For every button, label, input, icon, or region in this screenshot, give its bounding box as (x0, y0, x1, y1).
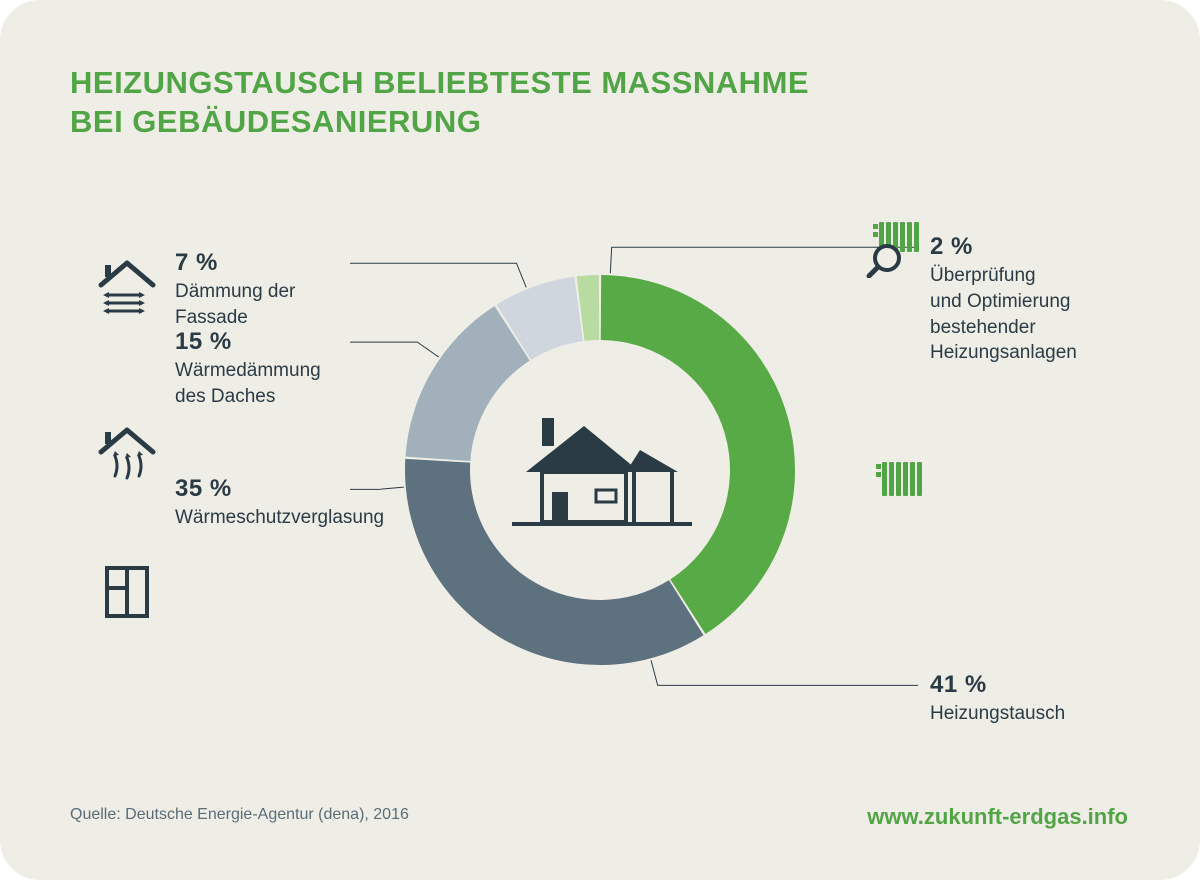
label-daemmung_fassade: 7 %Dämmung der Fassade (175, 249, 295, 330)
donut-slice-heizungstausch (601, 275, 795, 634)
roof-arrows-icon (95, 420, 159, 484)
label-waermeschutzverglasung: 35 %Wärmeschutzverglasung (175, 475, 384, 531)
desc-waermedaemmung_dach: Wärmedämmung des Daches (175, 358, 321, 409)
percent-waermeschutzverglasung: 35 % (175, 475, 384, 503)
donut-slice-waermedaemmung_dach (405, 306, 529, 461)
window-icon (95, 560, 159, 624)
desc-daemmung_fassade: Dämmung der Fassade (175, 279, 295, 330)
percent-daemmung_fassade: 7 % (175, 249, 295, 277)
footer-url: www.zukunft-erdgas.info (867, 804, 1128, 830)
radiator-magnify-icon (865, 214, 929, 278)
chart-area: 41 %Heizungstausch 35 %Wärmeschutzverglas… (0, 0, 1200, 880)
house-icon (512, 418, 692, 526)
label-ueberpruefung: 2 %Überprüfung und Optimierung bestehend… (930, 233, 1077, 366)
leader-heizungstausch (651, 660, 918, 685)
house-facade-icon (95, 255, 159, 319)
donut-slice-waermeschutzverglasung (405, 459, 703, 665)
radiator-green-icon (870, 448, 934, 512)
desc-waermeschutzverglasung: Wärmeschutzverglasung (175, 505, 384, 531)
leader-daemmung_fassade (350, 263, 526, 287)
percent-heizungstausch: 41 % (930, 671, 1065, 699)
leader-waermedaemmung_dach (350, 342, 439, 357)
desc-heizungstausch: Heizungstausch (930, 701, 1065, 727)
label-heizungstausch: 41 %Heizungstausch (930, 671, 1065, 727)
desc-ueberpruefung: Überprüfung und Optimierung bestehender … (930, 263, 1077, 366)
infographic-canvas: HEIZUNGSTAUSCH BELIEBTESTE MASSNAHME BEI… (0, 0, 1200, 880)
percent-waermedaemmung_dach: 15 % (175, 328, 321, 356)
source-text: Quelle: Deutsche Energie-Agentur (dena),… (70, 806, 409, 824)
donut-chart (0, 0, 1200, 880)
label-waermedaemmung_dach: 15 %Wärmedämmung des Daches (175, 328, 321, 409)
percent-ueberpruefung: 2 % (930, 233, 1077, 261)
